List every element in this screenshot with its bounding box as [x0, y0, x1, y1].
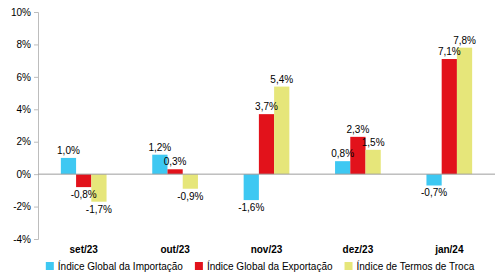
bar — [426, 174, 441, 185]
y-tick-label: -4% — [13, 234, 31, 245]
bar — [442, 59, 457, 174]
y-tick-label: 0% — [17, 169, 32, 180]
data-label: -0,7% — [421, 187, 447, 198]
legend-label: Índice Global da Importação — [58, 260, 184, 272]
x-tick-label: nov/23 — [251, 244, 283, 255]
legend-item: Índice Global da Importação — [46, 260, 184, 272]
data-label: -0,9% — [177, 191, 203, 202]
y-tick-label: -2% — [13, 201, 31, 212]
y-tick-mark — [34, 109, 38, 110]
y-axis-line — [34, 13, 39, 240]
y-tick: -2% — [13, 201, 38, 212]
data-label: 0,3% — [164, 156, 187, 167]
y-tick-label: 8% — [17, 39, 32, 50]
y-tick: -4% — [13, 234, 38, 245]
data-label: 7,8% — [453, 35, 476, 46]
y-tick: 6% — [17, 72, 38, 83]
x-tick: dez/23 — [343, 244, 374, 255]
chart: -4% -2% 0% 2% 4% 6% 8% 10% set/23 out/23 nov/23 dez… — [0, 0, 500, 278]
bar-series — [91, 48, 472, 202]
bar — [457, 48, 472, 174]
legend-swatch — [345, 262, 353, 270]
x-tick-label: jan/24 — [434, 244, 464, 255]
y-tick-label: 10% — [11, 7, 31, 18]
y-tick-mark — [34, 142, 38, 143]
data-label: 0,8% — [331, 148, 354, 159]
y-tick-mark — [34, 12, 38, 13]
data-labels: 1,0% 1,2% -1,6% 0,8% -0,7% -0,8% 0,3% 3,7% 2,3% 7… — [57, 35, 476, 215]
data-label: 1,2% — [148, 142, 171, 153]
y-tick: 2% — [17, 136, 38, 147]
data-label: 7,1% — [438, 46, 461, 57]
bars — [61, 48, 472, 202]
x-tick: nov/23 — [251, 244, 283, 255]
zero-line — [38, 174, 495, 175]
legend-item: Índice de Termos de Troca — [345, 260, 475, 272]
y-tick-mark — [34, 77, 38, 78]
y-tick-label: 4% — [17, 104, 32, 115]
y-tick-mark — [34, 44, 38, 45]
y-tick-label: 6% — [17, 72, 32, 83]
bar-series — [61, 155, 442, 200]
data-label: -1,7% — [86, 204, 112, 215]
y-tick: 4% — [17, 104, 38, 115]
legend-item: Índice Global da Exportação — [195, 260, 333, 272]
bar — [259, 114, 274, 174]
data-label: -0,8% — [71, 189, 97, 200]
y-axis: -4% -2% 0% 2% 4% 6% 8% 10% — [11, 7, 39, 245]
data-label: 3,7% — [255, 101, 278, 112]
bar — [76, 174, 91, 187]
data-label: 1,5% — [362, 137, 385, 148]
data-label: 2,3% — [347, 124, 370, 135]
bar-series — [76, 59, 457, 187]
x-tick: set/23 — [70, 244, 99, 255]
legend-label: Índice de Termos de Troca — [357, 260, 475, 272]
y-tick-mark — [34, 207, 38, 208]
legend-label: Índice Global da Exportação — [207, 260, 333, 272]
bar — [183, 174, 198, 189]
legend-swatch — [195, 262, 203, 270]
y-tick: 10% — [11, 7, 38, 18]
data-label: -1,6% — [238, 202, 264, 213]
bar — [167, 169, 182, 174]
legend-swatch — [46, 262, 54, 270]
bar — [244, 174, 259, 200]
data-label: 5,4% — [270, 74, 293, 85]
y-tick-mark — [34, 174, 38, 175]
x-tick: jan/24 — [434, 244, 464, 255]
y-tick-label: 2% — [17, 136, 32, 147]
bar — [366, 150, 381, 174]
legend: Índice Global da Importação Índice Global… — [46, 260, 475, 272]
bar — [335, 161, 350, 174]
y-tick-mark — [34, 239, 38, 240]
x-tick-label: set/23 — [70, 244, 99, 255]
x-tick-label: out/23 — [160, 244, 190, 255]
x-tick: out/23 — [160, 244, 190, 255]
x-axis: set/23 out/23 nov/23 dez/23 jan/24 — [70, 244, 464, 255]
bar — [274, 87, 289, 175]
x-tick-label: dez/23 — [343, 244, 374, 255]
data-label: 1,0% — [57, 145, 80, 156]
y-tick: 8% — [17, 39, 38, 50]
y-tick: 0% — [17, 169, 38, 180]
bar — [61, 158, 76, 174]
